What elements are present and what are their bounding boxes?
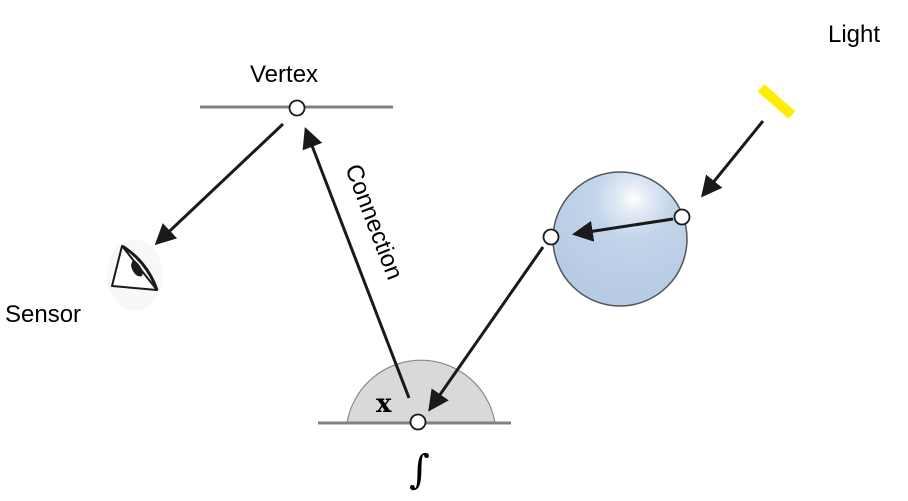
integral-symbol: ∫ (409, 447, 430, 493)
connection-label: Connection (339, 160, 408, 283)
sphere-internal-arrow (571, 217, 674, 242)
light-label: Light (828, 21, 880, 48)
connection-arrow (302, 127, 411, 399)
scattering-sphere (552, 171, 688, 307)
hemisphere (346, 359, 496, 424)
sphere-to-x-arrow (428, 246, 545, 412)
sphere-exit-node (542, 228, 560, 246)
sphere-entry-node (673, 208, 691, 226)
x-node (409, 413, 427, 431)
vertex-to-sensor-arrow (154, 122, 285, 246)
sensor-label: Sensor (5, 301, 81, 328)
eye-icon (107, 239, 163, 311)
vertex-label: Vertex (250, 61, 318, 88)
x-label: x (376, 389, 392, 419)
light-to-sphere-arrow (701, 120, 765, 198)
light-source (757, 84, 796, 119)
vertex-node (288, 99, 306, 117)
